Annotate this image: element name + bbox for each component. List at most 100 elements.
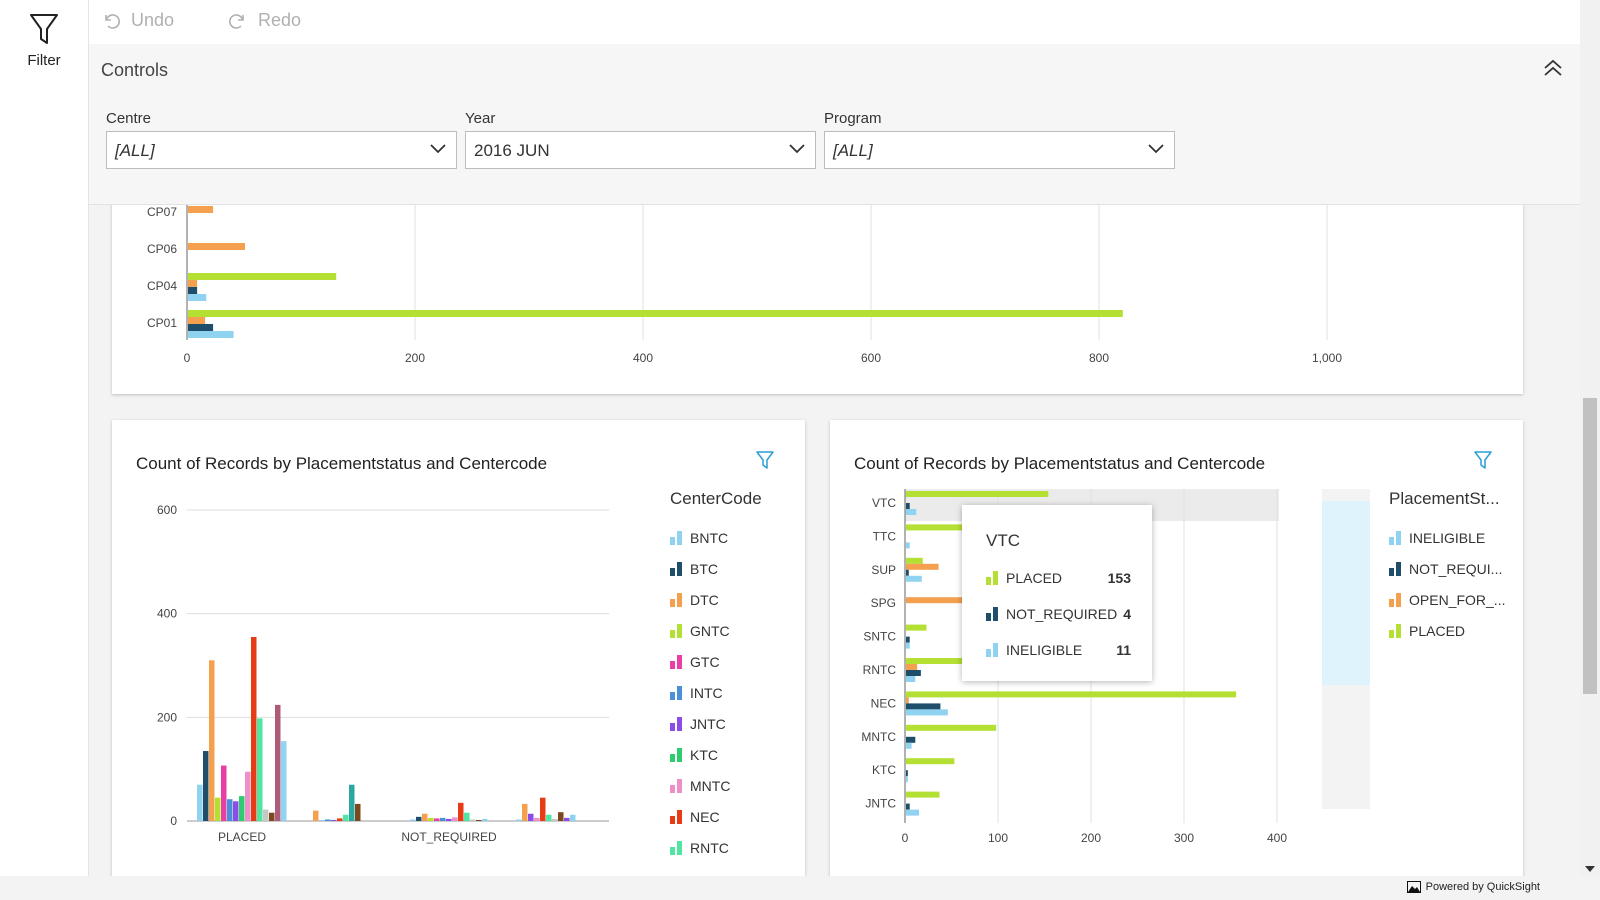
legend-item[interactable]: GNTC xyxy=(670,623,730,639)
legend-scroll-thumb[interactable] xyxy=(1322,501,1370,685)
collapse-chevron-icon[interactable] xyxy=(1542,58,1564,78)
tooltip-label: NOT_REQUIRED xyxy=(1005,606,1118,622)
column-bar xyxy=(337,818,343,821)
column-bar xyxy=(355,803,361,821)
column-bar xyxy=(416,816,422,821)
legend-swatch-icon xyxy=(670,655,682,669)
year-label: Year xyxy=(465,110,496,127)
legend-swatch-icon xyxy=(670,562,682,576)
bar xyxy=(906,736,916,743)
x-tick-label: 200 xyxy=(405,351,425,365)
right-visual-card: Count of Records by Placementstatus and … xyxy=(830,420,1523,876)
legend-item[interactable]: BNTC xyxy=(670,530,728,546)
chart-tooltip: VTC PLACED 153 NOT_REQUIRED 4 INELIGIBLE… xyxy=(962,505,1152,681)
column-bar xyxy=(428,817,434,821)
bar xyxy=(906,624,927,631)
legend-item[interactable]: JNTC xyxy=(670,716,726,732)
column-bar xyxy=(552,818,558,821)
legend-swatch-icon xyxy=(1389,624,1401,638)
bar xyxy=(188,280,198,287)
filter-label: Filter xyxy=(27,52,61,69)
year-control: Year 2016 JUN xyxy=(465,110,816,169)
bar xyxy=(188,324,214,331)
bar xyxy=(906,758,955,765)
column-bar xyxy=(558,812,564,821)
column-bar xyxy=(215,797,221,821)
main-area: Undo Redo 0 200 400 600 800 1,000 CP07 CP06 CP04… xyxy=(89,0,1580,876)
scrollbar-thumb[interactable] xyxy=(1583,398,1597,694)
scroll-down-arrow-icon[interactable] xyxy=(1585,866,1595,872)
bar xyxy=(906,524,967,531)
centre-value: [ALL] xyxy=(115,141,155,160)
legend-label: PLACED xyxy=(1409,623,1466,639)
legend-item[interactable]: PLACED xyxy=(1389,623,1465,639)
legend-swatch-icon xyxy=(986,607,998,621)
bar xyxy=(906,697,909,704)
legend-item[interactable]: OPEN_FOR_... xyxy=(1389,592,1505,608)
legend-item[interactable]: MNTC xyxy=(670,778,730,794)
bar xyxy=(188,317,206,324)
legend-swatch-icon xyxy=(670,779,682,793)
legend-label: NEC xyxy=(690,809,720,825)
legend-swatch-icon xyxy=(670,624,682,638)
undo-label: Undo xyxy=(131,10,175,30)
legend-label: MNTC xyxy=(690,778,731,794)
legend-item[interactable]: NOT_REQUI... xyxy=(1389,561,1502,577)
year-dropdown[interactable]: 2016 JUN xyxy=(465,131,816,169)
legend-item[interactable]: GTC xyxy=(670,654,720,670)
column-bar xyxy=(331,819,337,821)
toolbar: Undo Redo xyxy=(89,0,1580,44)
legend-swatch-icon xyxy=(670,841,682,855)
centre-dropdown[interactable]: [ALL] xyxy=(106,131,457,169)
filter-icon xyxy=(30,14,58,44)
bar xyxy=(188,310,1123,317)
legend-item[interactable]: INTC xyxy=(670,685,723,701)
visual-filter-icon[interactable] xyxy=(755,450,775,470)
legend-item[interactable]: DTC xyxy=(670,592,719,608)
y-tick-label: CP06 xyxy=(147,242,177,256)
bar xyxy=(906,569,909,576)
tooltip-row: NOT_REQUIRED 4 xyxy=(986,606,1131,622)
x-tick-label: 600 xyxy=(861,351,881,365)
page-scrollbar[interactable] xyxy=(1580,0,1600,876)
bar xyxy=(906,803,910,810)
bar xyxy=(906,709,948,716)
filter-button[interactable]: Filter xyxy=(0,12,88,69)
legend-scroll-track[interactable] xyxy=(1322,489,1370,809)
controls-panel: Controls Centre [ALL] Year 2016 JUN Prog… xyxy=(89,44,1580,205)
bar xyxy=(906,557,923,564)
legend-item[interactable]: BTC xyxy=(670,561,718,577)
column-bar xyxy=(452,817,458,821)
legend-label: GNTC xyxy=(690,623,730,639)
left-visual-card: Count of Records by Placementstatus and … xyxy=(112,420,805,876)
undo-icon xyxy=(105,13,120,29)
column-bar xyxy=(209,660,215,821)
column-bar xyxy=(540,797,546,821)
left-column-chart: 0 200 400 600 PLACED NOT_REQUIRED xyxy=(157,503,609,844)
legend-item[interactable]: NEC xyxy=(670,809,720,825)
right-legend-title: PlacementSt... xyxy=(1389,489,1500,508)
visual-filter-icon[interactable] xyxy=(1473,450,1493,470)
y-tick-label: RNTC xyxy=(863,663,897,677)
legend-item[interactable]: RNTC xyxy=(670,840,729,856)
program-control: Program [ALL] xyxy=(824,110,1175,169)
bar xyxy=(906,491,1049,497)
legend-label: INELIGIBLE xyxy=(1409,530,1486,546)
bar xyxy=(906,542,910,549)
column-bar xyxy=(440,817,446,821)
redo-icon xyxy=(229,13,244,29)
redo-button[interactable]: Redo xyxy=(228,10,301,31)
bar xyxy=(906,770,908,777)
bar xyxy=(906,509,917,515)
column-bar xyxy=(546,814,552,821)
legend-item[interactable]: KTC xyxy=(670,747,718,763)
column-bar xyxy=(446,818,452,821)
y-tick-label: 200 xyxy=(157,710,177,724)
program-dropdown[interactable]: [ALL] xyxy=(824,131,1175,169)
y-tick-label: SNTC xyxy=(863,630,896,644)
legend-label: BTC xyxy=(690,561,718,577)
y-tick-label: 400 xyxy=(157,607,177,621)
legend-swatch-icon xyxy=(670,717,682,731)
undo-button[interactable]: Undo xyxy=(101,10,174,31)
legend-item[interactable]: INELIGIBLE xyxy=(1389,530,1485,546)
